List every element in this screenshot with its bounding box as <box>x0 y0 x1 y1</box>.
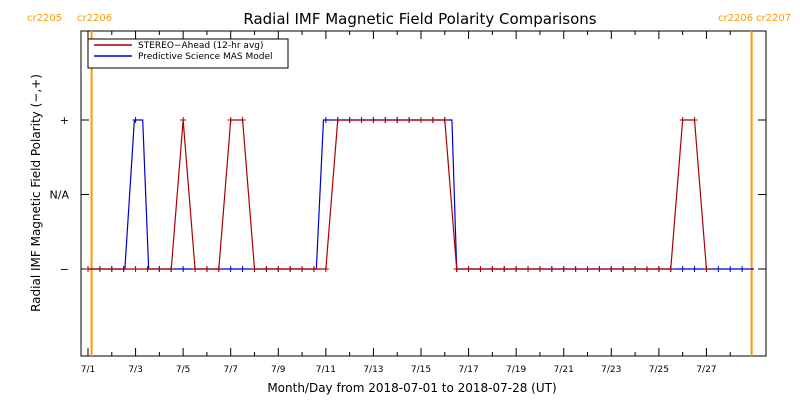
x-tick-label: 7/21 <box>554 365 574 375</box>
data-point-stereo-ahead <box>596 266 603 272</box>
data-point-stereo-ahead <box>203 266 210 272</box>
data-point-stereo-ahead <box>322 266 329 272</box>
chart-title: Radial IMF Magnetic Field Polarity Compa… <box>243 10 596 28</box>
x-tick-label: 7/15 <box>411 365 431 375</box>
data-point-stereo-ahead <box>156 266 163 272</box>
series-line-stereo-ahead <box>88 119 708 270</box>
data-point-stereo-ahead <box>572 266 579 272</box>
data-point-stereo-ahead <box>299 266 306 272</box>
data-point-stereo-ahead <box>632 266 639 272</box>
data-point-stereo-ahead <box>513 266 520 272</box>
y-tick-label: − <box>60 263 69 276</box>
data-point-stereo-ahead <box>144 266 151 272</box>
data-point-stereo-ahead <box>620 266 627 272</box>
data-point-stereo-ahead <box>192 266 199 272</box>
data-point-mas-model <box>227 266 234 272</box>
x-axis-label: Month/Day from 2018-07-01 to 2018-07-28 … <box>267 381 556 395</box>
data-point-stereo-ahead <box>560 266 567 272</box>
data-point-stereo-ahead <box>287 266 294 272</box>
data-point-stereo-ahead <box>525 266 532 272</box>
x-tick-label: 7/3 <box>128 365 142 375</box>
y-tick-label: + <box>60 114 69 127</box>
data-point-stereo-ahead <box>394 117 401 123</box>
x-tick-label: 7/7 <box>223 365 237 375</box>
data-point-stereo-ahead <box>275 266 282 272</box>
x-tick-label: 7/13 <box>363 365 383 375</box>
data-point-stereo-ahead <box>477 266 484 272</box>
x-tick-label: 7/23 <box>601 365 621 375</box>
data-point-stereo-ahead <box>643 266 650 272</box>
x-tick-label: 7/17 <box>458 365 478 375</box>
carrington-label-right: cr2207 <box>756 13 791 24</box>
data-point-stereo-ahead <box>227 117 234 123</box>
data-point-mas-model <box>715 266 722 272</box>
x-tick-label: 7/5 <box>176 365 190 375</box>
data-point-stereo-ahead <box>548 266 555 272</box>
data-point-stereo-ahead <box>108 266 115 272</box>
data-point-stereo-ahead <box>358 117 365 123</box>
data-point-mas-model <box>679 266 686 272</box>
legend-entry: STEREO−Ahead (12-hr avg) <box>138 41 264 51</box>
x-tick-label: 7/9 <box>271 365 286 375</box>
x-tick-label: 7/25 <box>649 365 669 375</box>
data-point-stereo-ahead <box>501 266 508 272</box>
data-point-mas-model <box>180 266 187 272</box>
data-point-stereo-ahead <box>334 117 341 123</box>
data-point-mas-model <box>739 266 746 272</box>
data-point-stereo-ahead <box>667 266 674 272</box>
data-point-mas-model <box>132 117 139 123</box>
data-point-stereo-ahead <box>239 117 246 123</box>
data-point-stereo-ahead <box>346 117 353 123</box>
data-point-stereo-ahead <box>418 117 424 123</box>
data-point-stereo-ahead <box>370 117 377 123</box>
carrington-label-left: cr2205 <box>27 13 62 24</box>
data-point-stereo-ahead <box>382 117 389 123</box>
data-point-stereo-ahead <box>85 266 91 272</box>
legend: STEREO−Ahead (12-hr avg)Predictive Scien… <box>87 38 289 69</box>
y-tick-label: N/A <box>50 189 70 202</box>
data-point-stereo-ahead <box>120 266 127 272</box>
data-point-mas-model <box>322 117 329 123</box>
data-point-stereo-ahead <box>703 266 710 272</box>
legend-entry: Predictive Science MAS Model <box>138 52 273 62</box>
data-point-stereo-ahead <box>406 117 413 123</box>
data-point-stereo-ahead <box>489 266 496 272</box>
data-point-stereo-ahead <box>655 266 662 272</box>
data-point-stereo-ahead <box>263 266 270 272</box>
data-point-stereo-ahead <box>215 266 222 272</box>
data-point-stereo-ahead <box>168 266 175 272</box>
data-point-stereo-ahead <box>465 266 472 272</box>
x-tick-label: 7/1 <box>81 365 95 375</box>
x-tick-label: 7/19 <box>506 365 526 375</box>
data-point-stereo-ahead <box>251 266 258 272</box>
x-tick-label: 7/27 <box>696 365 716 375</box>
data-point-stereo-ahead <box>132 266 139 272</box>
carrington-label-left: cr2206 <box>718 13 753 24</box>
data-point-mas-model <box>727 266 734 272</box>
data-point-stereo-ahead <box>441 117 448 123</box>
data-point-stereo-ahead <box>453 266 460 272</box>
x-tick-label: 7/11 <box>316 365 336 375</box>
data-point-stereo-ahead <box>180 117 187 123</box>
data-point-mas-model <box>239 266 246 272</box>
series-line-mas-model <box>88 119 754 270</box>
plot-frame <box>80 30 767 357</box>
data-point-stereo-ahead <box>310 266 317 272</box>
data-point-stereo-ahead <box>429 117 436 123</box>
legend-box <box>87 38 289 69</box>
data-point-stereo-ahead <box>536 266 543 272</box>
data-point-stereo-ahead <box>679 117 686 123</box>
y-axis-label: Radial IMF Magnetic Field Polarity (−,+) <box>29 74 43 312</box>
data-point-mas-model <box>691 266 698 272</box>
data-point-stereo-ahead <box>691 117 698 123</box>
data-point-stereo-ahead <box>608 266 615 272</box>
carrington-label-right: cr2206 <box>77 13 112 24</box>
data-point-stereo-ahead <box>96 266 103 272</box>
data-point-stereo-ahead <box>584 266 591 272</box>
